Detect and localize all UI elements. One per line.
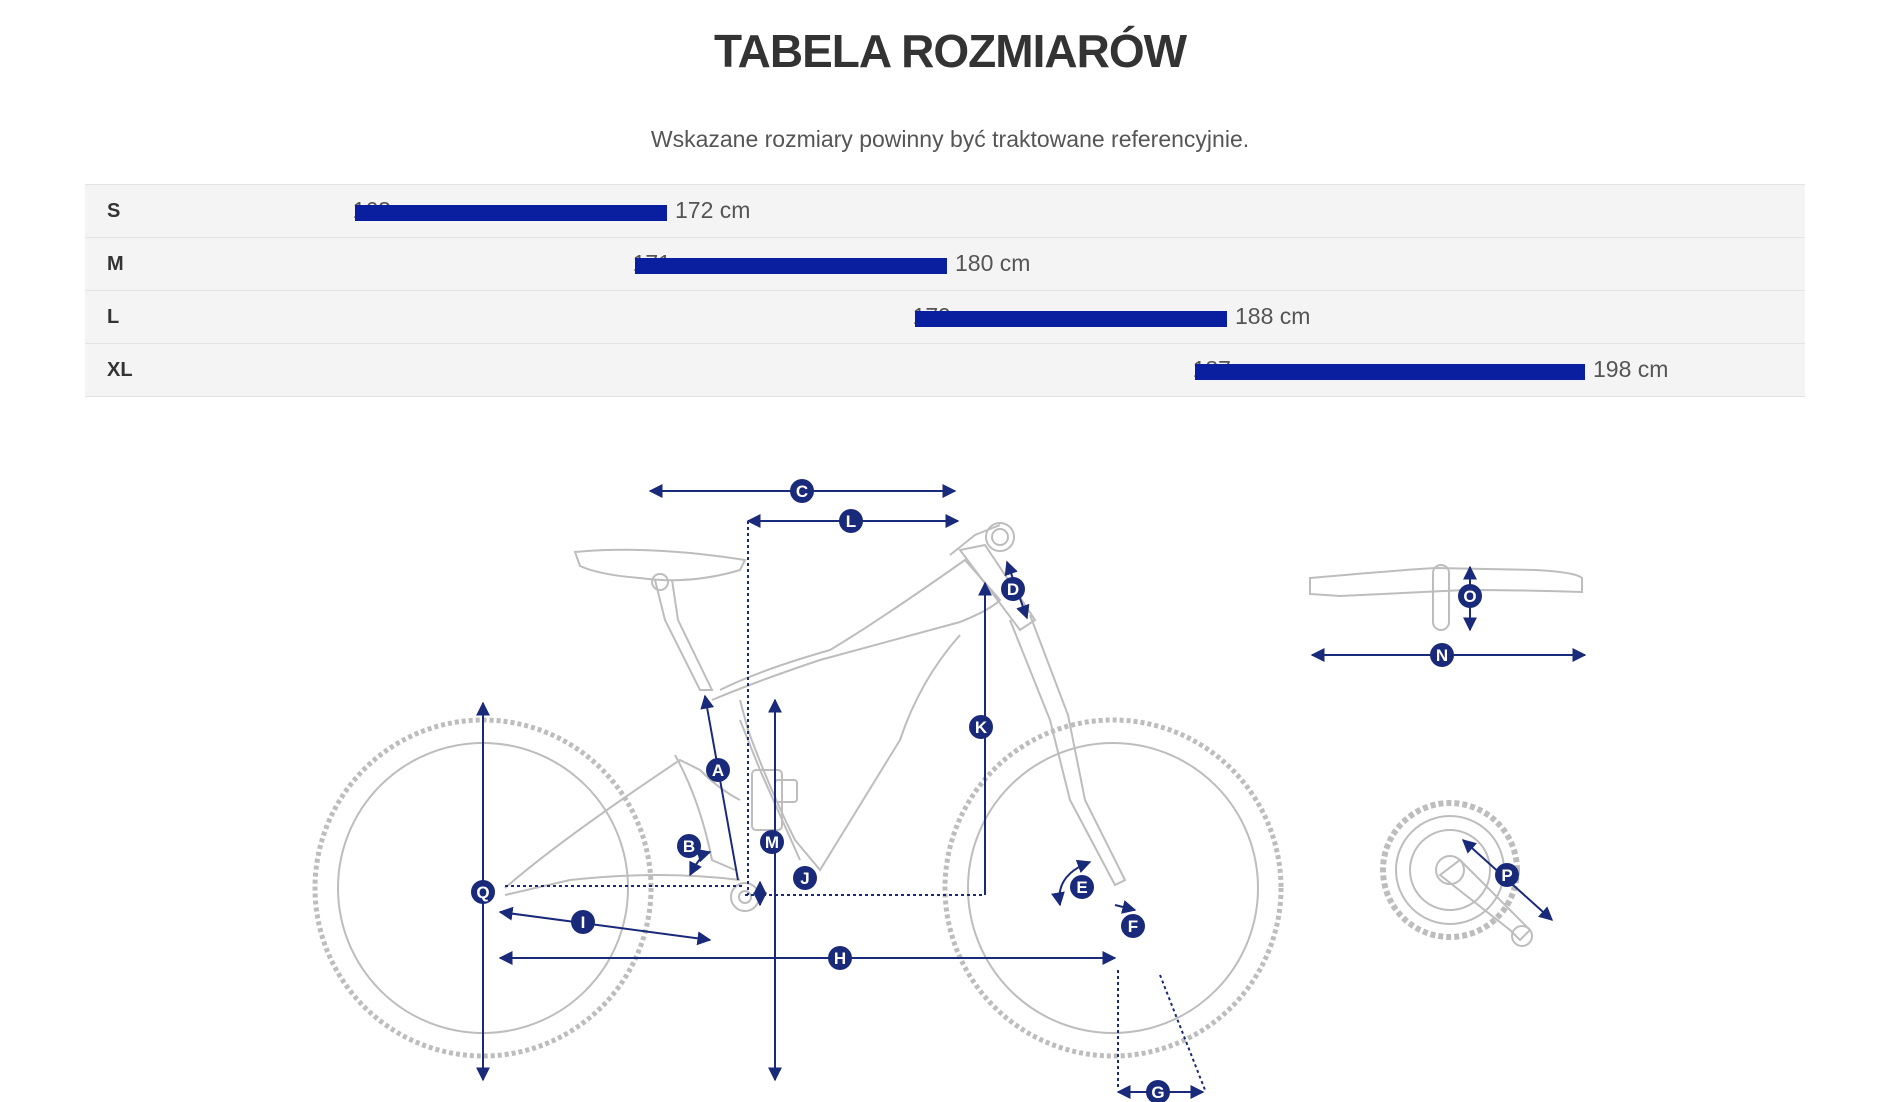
measurement-lines (476, 484, 1587, 1099)
svg-text:E: E (1076, 878, 1087, 897)
svg-text:H: H (834, 949, 846, 968)
range-max: 172 cm (675, 197, 751, 223)
svg-text:C: C (796, 482, 808, 501)
dimension-badge-l: L (839, 509, 863, 533)
page-subtitle: Wskazane rozmiary powinny być traktowane… (650, 126, 1250, 152)
range-max: 188 cm (1235, 303, 1311, 329)
svg-text:Q: Q (476, 883, 489, 902)
size-row-xl: XL 187 cm 198 cm (85, 344, 1805, 397)
dimension-badge-e: E (1070, 875, 1094, 899)
dimension-badge-i: I (571, 910, 595, 934)
dimension-badge-c: C (790, 479, 814, 503)
svg-text:A: A (712, 761, 724, 780)
size-row-s: S 163 cm 172 cm (85, 185, 1805, 238)
dimension-badge-j: J (793, 866, 817, 890)
svg-text:K: K (975, 718, 988, 737)
dimension-badge-b: B (677, 834, 701, 858)
size-row-m: M 171 cm 180 cm (85, 238, 1805, 291)
dimension-badge-n: N (1430, 643, 1454, 667)
range-bar (635, 258, 947, 274)
range-bar (355, 205, 667, 221)
svg-text:N: N (1436, 646, 1448, 665)
svg-text:D: D (1007, 580, 1019, 599)
dimension-badge-a: A (706, 758, 730, 782)
svg-text:B: B (683, 837, 695, 856)
svg-text:L: L (846, 512, 856, 531)
size-label: L (107, 306, 120, 328)
dimension-badge-k: K (969, 715, 993, 739)
range-bar (1195, 364, 1585, 380)
dimension-badge-m: M (760, 830, 784, 854)
svg-text:P: P (1501, 866, 1512, 885)
size-table: S 163 cm 172 cm M 171 cm 180 cm L 179 cm… (85, 184, 1805, 397)
svg-text:O: O (1463, 587, 1476, 606)
svg-text:G: G (1151, 1083, 1164, 1102)
range-bar (915, 311, 1227, 327)
bike-outline (312, 522, 1583, 1059)
dimension-badge-g: G (1146, 1080, 1170, 1102)
size-label: S (107, 200, 121, 222)
svg-text:F: F (1128, 917, 1138, 936)
dimension-badge-o: O (1458, 584, 1482, 608)
svg-text:I: I (581, 913, 586, 932)
page-title: TABELA ROZMIARÓW (713, 25, 1187, 77)
dimension-badge-q: Q (471, 880, 495, 904)
size-label: M (107, 253, 124, 275)
dimension-badge-p: P (1495, 863, 1519, 887)
svg-text:M: M (765, 833, 779, 852)
dimension-badge-d: D (1001, 577, 1025, 601)
range-max: 198 cm (1593, 356, 1669, 382)
dimension-badge-f: F (1121, 914, 1145, 938)
size-label: XL (107, 359, 133, 381)
size-row-l: L 179 cm 188 cm (85, 291, 1805, 344)
range-max: 180 cm (955, 250, 1031, 276)
dimension-badge-h: H (828, 946, 852, 970)
svg-text:J: J (800, 869, 809, 888)
